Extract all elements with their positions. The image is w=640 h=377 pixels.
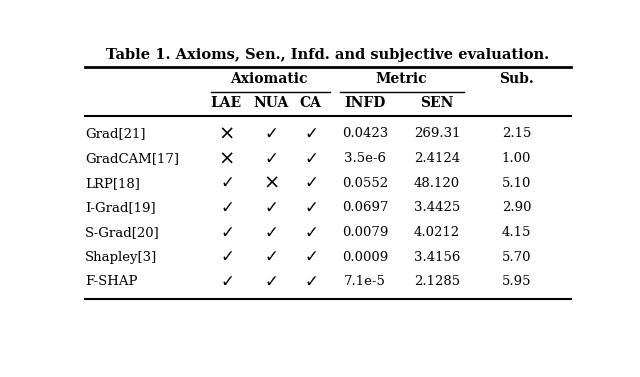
Text: $\checkmark$: $\checkmark$ — [304, 126, 317, 142]
Text: 0.0079: 0.0079 — [342, 226, 388, 239]
Text: Grad[21]: Grad[21] — [85, 127, 145, 140]
Text: F-SHAP: F-SHAP — [85, 275, 138, 288]
Text: 1.00: 1.00 — [502, 152, 531, 165]
Text: 0.0552: 0.0552 — [342, 177, 388, 190]
Text: $\checkmark$: $\checkmark$ — [220, 274, 233, 290]
Text: 5.10: 5.10 — [502, 177, 531, 190]
Text: LRP[18]: LRP[18] — [85, 177, 140, 190]
Text: CA: CA — [300, 96, 321, 110]
Text: SEN: SEN — [420, 96, 454, 110]
Text: 2.1285: 2.1285 — [414, 275, 460, 288]
Text: 0.0423: 0.0423 — [342, 127, 388, 140]
Text: 269.31: 269.31 — [414, 127, 460, 140]
Text: $\checkmark$: $\checkmark$ — [304, 224, 317, 241]
Text: 48.120: 48.120 — [414, 177, 460, 190]
Text: 0.0697: 0.0697 — [342, 201, 388, 214]
Text: INFD: INFD — [344, 96, 386, 110]
Text: 5.70: 5.70 — [502, 251, 531, 264]
Text: Metric: Metric — [375, 72, 427, 86]
Text: Shapley[3]: Shapley[3] — [85, 251, 157, 264]
Text: LAE: LAE — [211, 96, 242, 110]
Text: $\checkmark$: $\checkmark$ — [220, 224, 233, 241]
Text: GradCAM[17]: GradCAM[17] — [85, 152, 179, 165]
Text: 4.15: 4.15 — [502, 226, 531, 239]
Text: 4.0212: 4.0212 — [414, 226, 460, 239]
Text: 2.4124: 2.4124 — [414, 152, 460, 165]
Text: $\checkmark$: $\checkmark$ — [304, 200, 317, 216]
Text: $\checkmark$: $\checkmark$ — [220, 249, 233, 265]
Text: 3.4425: 3.4425 — [414, 201, 460, 214]
Text: 3.4156: 3.4156 — [414, 251, 460, 264]
Text: $\times$: $\times$ — [218, 125, 234, 143]
Text: 2.90: 2.90 — [502, 201, 531, 214]
Text: 0.0009: 0.0009 — [342, 251, 388, 264]
Text: $\checkmark$: $\checkmark$ — [264, 249, 278, 265]
Text: Axiomatic: Axiomatic — [230, 72, 307, 86]
Text: I-Grad[19]: I-Grad[19] — [85, 201, 156, 214]
Text: 5.95: 5.95 — [502, 275, 531, 288]
Text: $\checkmark$: $\checkmark$ — [220, 175, 233, 191]
Text: $\checkmark$: $\checkmark$ — [304, 150, 317, 167]
Text: $\checkmark$: $\checkmark$ — [304, 249, 317, 265]
Text: $\times$: $\times$ — [263, 174, 279, 192]
Text: $\checkmark$: $\checkmark$ — [264, 200, 278, 216]
Text: 2.15: 2.15 — [502, 127, 531, 140]
Text: $\checkmark$: $\checkmark$ — [304, 274, 317, 290]
Text: $\checkmark$: $\checkmark$ — [304, 175, 317, 191]
Text: $\checkmark$: $\checkmark$ — [264, 150, 278, 167]
Text: 3.5e-6: 3.5e-6 — [344, 152, 386, 165]
Text: $\checkmark$: $\checkmark$ — [264, 224, 278, 241]
Text: $\checkmark$: $\checkmark$ — [220, 200, 233, 216]
Text: 7.1e-5: 7.1e-5 — [344, 275, 386, 288]
Text: Sub.: Sub. — [499, 72, 534, 86]
Text: $\checkmark$: $\checkmark$ — [264, 274, 278, 290]
Text: S-Grad[20]: S-Grad[20] — [85, 226, 160, 239]
Text: NUA: NUA — [253, 96, 289, 110]
Text: Table 1. Axioms, Sen., Infd. and subjective evaluation.: Table 1. Axioms, Sen., Infd. and subject… — [106, 48, 550, 63]
Text: $\checkmark$: $\checkmark$ — [264, 126, 278, 142]
Text: $\times$: $\times$ — [218, 150, 234, 167]
